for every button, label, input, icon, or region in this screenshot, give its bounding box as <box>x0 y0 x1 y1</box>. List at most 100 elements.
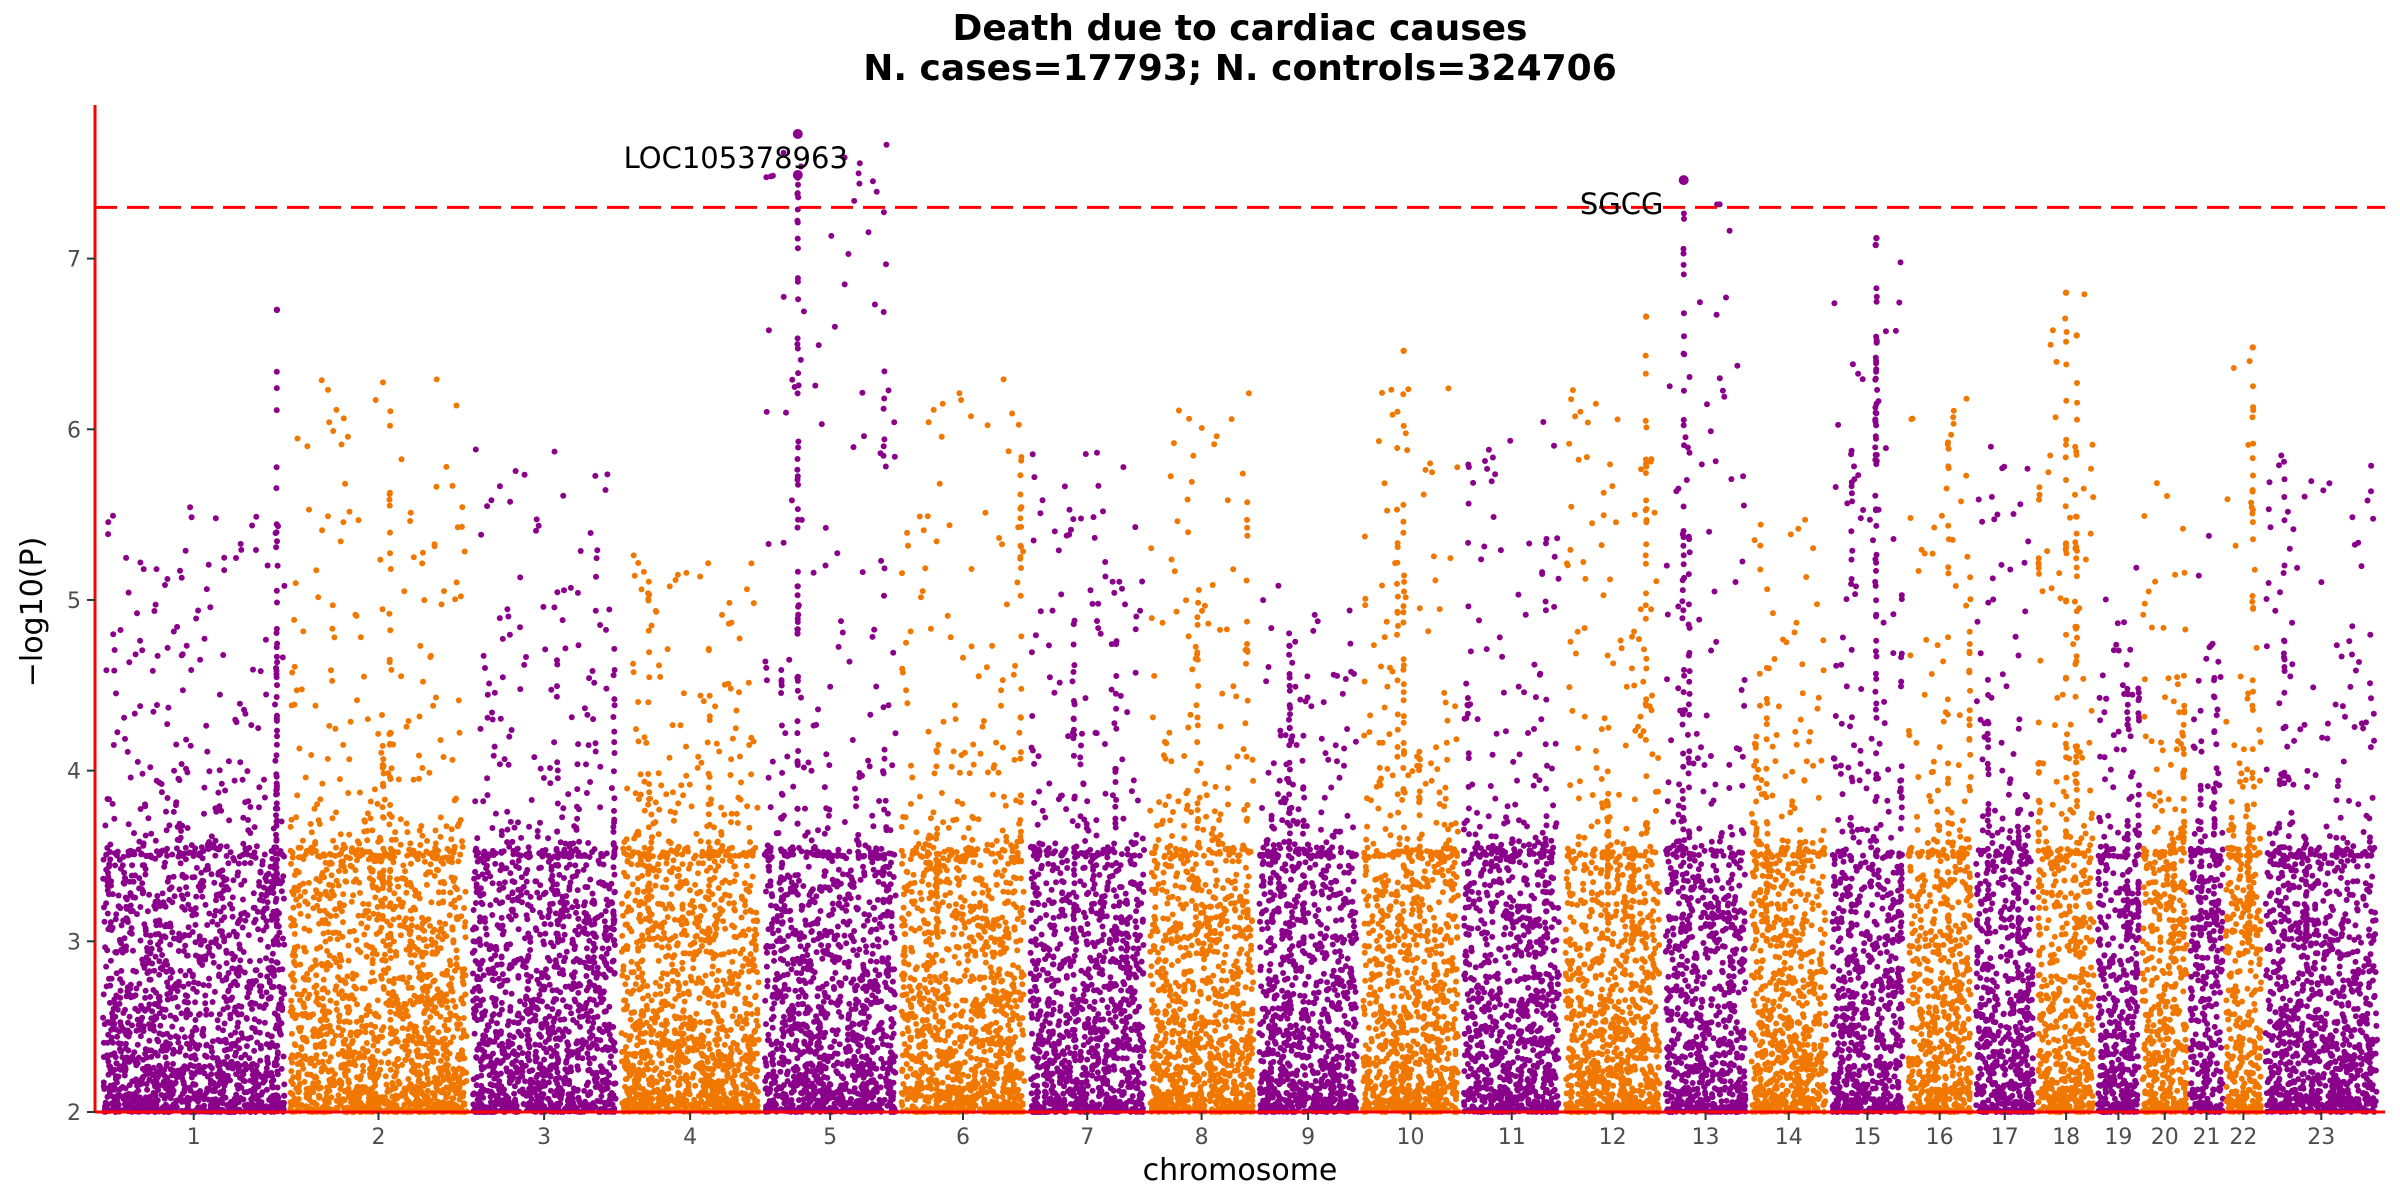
snp-point <box>591 982 598 989</box>
snp-point <box>583 973 590 979</box>
snp-point <box>110 1022 117 1029</box>
snp-point <box>125 589 132 596</box>
snp-point <box>156 1010 163 1017</box>
snp-point <box>589 890 596 897</box>
snp-point <box>346 756 353 763</box>
snp-point <box>608 880 615 887</box>
snp-point <box>517 852 524 859</box>
snp-point <box>239 776 246 783</box>
snp-point <box>524 916 531 923</box>
snp-point <box>185 901 192 908</box>
snp-point <box>410 776 417 783</box>
snp-point <box>169 1023 176 1030</box>
snp-point <box>565 791 572 798</box>
snp-point <box>295 1073 302 1080</box>
snp-point <box>532 925 539 932</box>
snp-point <box>460 981 467 988</box>
snp-point <box>327 1054 334 1061</box>
snp-point <box>122 735 128 742</box>
snp-point <box>216 963 223 970</box>
snp-point <box>547 921 554 928</box>
snp-point <box>387 550 393 557</box>
snp-point <box>287 1008 294 1015</box>
snp-point <box>554 917 561 924</box>
snp-point <box>382 1073 389 1080</box>
snp-point <box>394 1063 401 1070</box>
snp-point <box>393 1069 400 1075</box>
snp-point <box>105 519 112 526</box>
snp-point <box>553 996 560 1003</box>
snp-point <box>215 1073 222 1080</box>
snp-point <box>320 976 327 983</box>
snp-point <box>610 768 617 775</box>
snp-point <box>172 802 179 809</box>
snp-point <box>419 549 426 556</box>
snp-point <box>542 646 549 653</box>
snp-point <box>304 443 311 450</box>
snp-point <box>201 784 208 791</box>
snp-point <box>546 1026 553 1033</box>
snp-point <box>176 886 183 893</box>
snp-point <box>364 837 371 844</box>
snp-point <box>113 949 120 956</box>
snp-point <box>491 999 498 1006</box>
snp-point <box>342 878 349 885</box>
snp-point <box>256 957 263 964</box>
snp-point <box>112 916 119 923</box>
snp-point <box>381 951 388 958</box>
snp-point <box>278 988 285 995</box>
snp-point <box>575 989 582 996</box>
snp-point <box>236 941 243 948</box>
snp-point <box>562 645 569 652</box>
snp-point <box>523 995 530 1002</box>
snp-point <box>577 548 584 554</box>
snp-point <box>548 1053 555 1060</box>
snp-point <box>259 861 266 868</box>
snp-point <box>142 803 149 810</box>
snp-point <box>216 1011 223 1018</box>
snp-point <box>387 627 394 634</box>
snp-point <box>482 925 489 932</box>
snp-point <box>193 864 200 871</box>
snp-point <box>173 741 180 748</box>
snp-point <box>164 1041 171 1048</box>
snp-point <box>184 891 191 898</box>
snp-point <box>175 1069 182 1076</box>
snp-point <box>516 1030 523 1037</box>
snp-point <box>441 588 447 595</box>
snp-point <box>491 689 498 696</box>
snp-point <box>151 902 158 909</box>
snp-point <box>449 482 456 489</box>
snp-point <box>473 1054 480 1061</box>
snp-point <box>318 377 325 384</box>
snp-point <box>253 967 260 974</box>
snp-point <box>605 945 612 952</box>
snp-point <box>339 933 346 940</box>
snp-point <box>350 892 357 899</box>
snp-point <box>449 924 456 931</box>
snp-point <box>177 1044 184 1051</box>
snp-point <box>139 647 146 654</box>
snp-point <box>201 810 207 817</box>
snp-point <box>497 715 504 722</box>
snp-point <box>532 1052 539 1059</box>
snp-point <box>149 1008 156 1015</box>
snp-point <box>610 841 617 848</box>
snp-point <box>260 914 267 921</box>
snp-point <box>220 652 227 658</box>
snp-point <box>197 656 204 663</box>
snp-point <box>484 691 491 698</box>
snp-point <box>610 828 617 835</box>
snp-point <box>180 948 187 954</box>
snp-point <box>152 855 159 862</box>
snp-point <box>404 1013 411 1020</box>
snp-point <box>458 523 465 530</box>
snp-point <box>163 1047 170 1054</box>
snp-point <box>507 818 514 825</box>
snp-point <box>112 862 119 869</box>
snp-point <box>200 1096 207 1103</box>
snp-point <box>432 1004 439 1011</box>
snp-point <box>264 1031 271 1038</box>
snp-point <box>207 1080 214 1087</box>
snp-point <box>504 839 511 846</box>
